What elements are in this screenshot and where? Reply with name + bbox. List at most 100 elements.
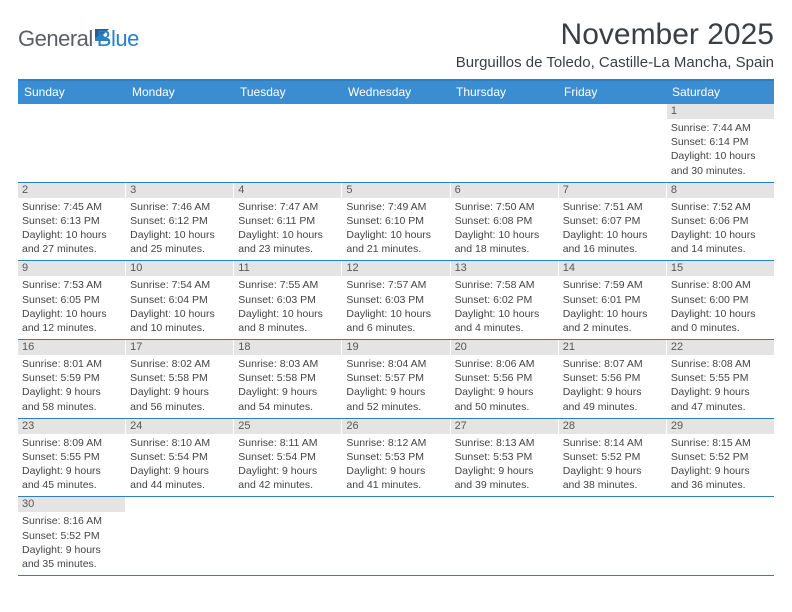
dow-cell: Friday [558, 81, 666, 104]
day-number: 24 [126, 419, 233, 434]
day-number: 3 [126, 183, 233, 198]
daylight-line: Daylight: 10 hours and 4 minutes. [455, 307, 554, 335]
daylight-line: Daylight: 10 hours and 12 minutes. [22, 307, 121, 335]
daylight-line: Daylight: 10 hours and 8 minutes. [238, 307, 337, 335]
daylight-line: Daylight: 10 hours and 16 minutes. [563, 228, 662, 256]
daylight-line: Daylight: 9 hours and 52 minutes. [346, 385, 445, 413]
day-cell: 5Sunrise: 7:49 AMSunset: 6:10 PMDaylight… [342, 183, 450, 261]
sunrise-line: Sunrise: 8:16 AM [22, 514, 121, 528]
dow-cell: Wednesday [342, 81, 450, 104]
empty-cell [342, 104, 450, 182]
sunrise-line: Sunrise: 8:04 AM [346, 357, 445, 371]
sunset-line: Sunset: 6:14 PM [671, 135, 770, 149]
daylight-line: Daylight: 10 hours and 27 minutes. [22, 228, 121, 256]
logo-text-blue: Blue [97, 26, 139, 52]
day-cell: 17Sunrise: 8:02 AMSunset: 5:58 PMDayligh… [126, 340, 234, 418]
day-number: 4 [234, 183, 341, 198]
sunrise-line: Sunrise: 7:57 AM [346, 278, 445, 292]
daylight-line: Daylight: 10 hours and 30 minutes. [671, 149, 770, 177]
daylight-line: Daylight: 9 hours and 35 minutes. [22, 543, 121, 571]
day-body: Sunrise: 8:11 AMSunset: 5:54 PMDaylight:… [234, 434, 341, 497]
day-cell: 10Sunrise: 7:54 AMSunset: 6:04 PMDayligh… [126, 261, 234, 339]
empty-cell [559, 104, 667, 182]
day-number: 17 [126, 340, 233, 355]
dow-cell: Saturday [666, 81, 774, 104]
empty-cell [451, 497, 559, 575]
sunset-line: Sunset: 6:06 PM [671, 214, 770, 228]
day-cell: 16Sunrise: 8:01 AMSunset: 5:59 PMDayligh… [18, 340, 126, 418]
weeks-container: 1Sunrise: 7:44 AMSunset: 6:14 PMDaylight… [18, 104, 774, 576]
title-block: November 2025 Burguillos de Toledo, Cast… [456, 18, 774, 77]
day-number: 29 [667, 419, 774, 434]
daylight-line: Daylight: 10 hours and 23 minutes. [238, 228, 337, 256]
day-number: 26 [342, 419, 449, 434]
day-body: Sunrise: 8:10 AMSunset: 5:54 PMDaylight:… [126, 434, 233, 497]
day-cell: 14Sunrise: 7:59 AMSunset: 6:01 PMDayligh… [559, 261, 667, 339]
day-body: Sunrise: 8:02 AMSunset: 5:58 PMDaylight:… [126, 355, 233, 418]
sunset-line: Sunset: 6:00 PM [671, 293, 770, 307]
daylight-line: Daylight: 9 hours and 49 minutes. [563, 385, 662, 413]
sunrise-line: Sunrise: 7:44 AM [671, 121, 770, 135]
day-number: 12 [342, 261, 449, 276]
day-number: 15 [667, 261, 774, 276]
sunrise-line: Sunrise: 7:50 AM [455, 200, 554, 214]
sunrise-line: Sunrise: 7:49 AM [346, 200, 445, 214]
sunrise-line: Sunrise: 7:54 AM [130, 278, 229, 292]
week-row: 1 Sunrise: 7:44 AMSunset: 6:14 PMDaylight… [18, 104, 774, 183]
day-body: Sunrise: 8:13 AMSunset: 5:53 PMDaylight:… [451, 434, 558, 497]
daylight-line: Daylight: 9 hours and 54 minutes. [238, 385, 337, 413]
sunrise-line: Sunrise: 7:46 AM [130, 200, 229, 214]
empty-cell [451, 104, 559, 182]
sunrise-line: Sunrise: 8:03 AM [238, 357, 337, 371]
dow-cell: Tuesday [234, 81, 342, 104]
day-cell: 8Sunrise: 7:52 AMSunset: 6:06 PMDaylight… [667, 183, 774, 261]
day-number: 25 [234, 419, 341, 434]
day-cell: 22Sunrise: 8:08 AMSunset: 5:55 PMDayligh… [667, 340, 774, 418]
day-body: Sunrise: 7:49 AMSunset: 6:10 PMDaylight:… [342, 198, 449, 261]
day-body: Sunrise: 7:51 AMSunset: 6:07 PMDaylight:… [559, 198, 666, 261]
day-number: 1 [667, 104, 774, 119]
day-body: Sunrise: 7:59 AMSunset: 6:01 PMDaylight:… [559, 276, 666, 339]
sunset-line: Sunset: 5:55 PM [22, 450, 121, 464]
sunset-line: Sunset: 5:53 PM [455, 450, 554, 464]
day-number: 20 [451, 340, 558, 355]
daylight-line: Daylight: 10 hours and 18 minutes. [455, 228, 554, 256]
day-cell: 26Sunrise: 8:12 AMSunset: 5:53 PMDayligh… [342, 419, 450, 497]
day-number: 9 [18, 261, 125, 276]
sunrise-line: Sunrise: 7:52 AM [671, 200, 770, 214]
day-body: Sunrise: 8:04 AMSunset: 5:57 PMDaylight:… [342, 355, 449, 418]
dow-cell: Sunday [18, 81, 126, 104]
day-number: 16 [18, 340, 125, 355]
day-body: Sunrise: 8:14 AMSunset: 5:52 PMDaylight:… [559, 434, 666, 497]
daylight-line: Daylight: 9 hours and 45 minutes. [22, 464, 121, 492]
daylight-line: Daylight: 9 hours and 36 minutes. [671, 464, 770, 492]
sunset-line: Sunset: 5:52 PM [671, 450, 770, 464]
day-cell: 15Sunrise: 8:00 AMSunset: 6:00 PMDayligh… [667, 261, 774, 339]
sunrise-line: Sunrise: 7:59 AM [563, 278, 662, 292]
day-cell: 23Sunrise: 8:09 AMSunset: 5:55 PMDayligh… [18, 419, 126, 497]
daylight-line: Daylight: 9 hours and 42 minutes. [238, 464, 337, 492]
empty-cell [234, 497, 342, 575]
day-cell: 9Sunrise: 7:53 AMSunset: 6:05 PMDaylight… [18, 261, 126, 339]
sunset-line: Sunset: 6:10 PM [346, 214, 445, 228]
week-row: 16Sunrise: 8:01 AMSunset: 5:59 PMDayligh… [18, 340, 774, 419]
sunset-line: Sunset: 6:13 PM [22, 214, 121, 228]
sunrise-line: Sunrise: 8:10 AM [130, 436, 229, 450]
day-body: Sunrise: 8:15 AMSunset: 5:52 PMDaylight:… [667, 434, 774, 497]
day-cell: 13Sunrise: 7:58 AMSunset: 6:02 PMDayligh… [451, 261, 559, 339]
day-body: Sunrise: 8:01 AMSunset: 5:59 PMDaylight:… [18, 355, 125, 418]
empty-cell [126, 497, 234, 575]
daylight-line: Daylight: 9 hours and 41 minutes. [346, 464, 445, 492]
dow-cell: Thursday [450, 81, 558, 104]
day-number: 19 [342, 340, 449, 355]
daylight-line: Daylight: 9 hours and 58 minutes. [22, 385, 121, 413]
day-body: Sunrise: 8:03 AMSunset: 5:58 PMDaylight:… [234, 355, 341, 418]
sunrise-line: Sunrise: 8:02 AM [130, 357, 229, 371]
day-number: 8 [667, 183, 774, 198]
daylight-line: Daylight: 9 hours and 44 minutes. [130, 464, 229, 492]
day-body: Sunrise: 8:07 AMSunset: 5:56 PMDaylight:… [559, 355, 666, 418]
sunrise-line: Sunrise: 7:58 AM [455, 278, 554, 292]
sunset-line: Sunset: 5:52 PM [22, 529, 121, 543]
day-of-week-header: SundayMondayTuesdayWednesdayThursdayFrid… [18, 81, 774, 104]
header: General Blue November 2025 Burguillos de… [18, 18, 774, 77]
